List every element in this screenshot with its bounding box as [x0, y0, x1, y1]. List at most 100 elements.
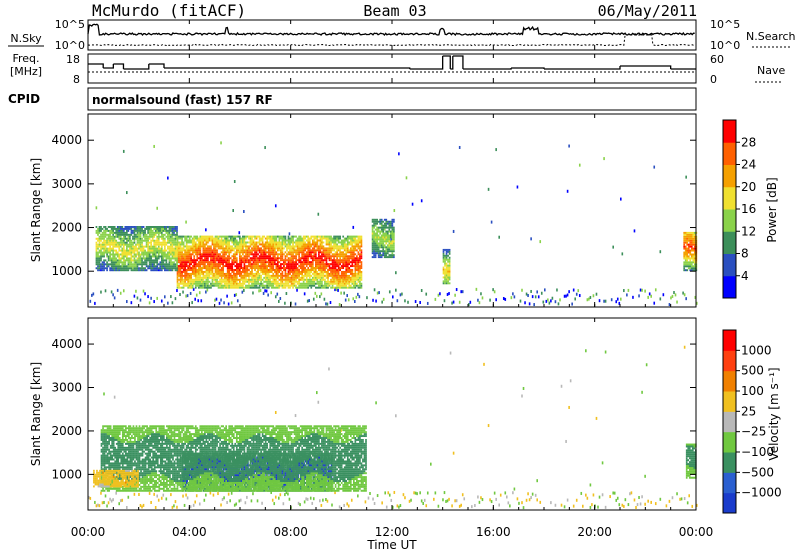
heat-cell: [188, 247, 191, 250]
heat-cell: [349, 241, 352, 244]
heat-cell: [304, 261, 307, 264]
heat-cell: [348, 257, 351, 260]
heat-cell: [142, 231, 145, 234]
heat-cell: [290, 274, 293, 277]
heat-cell: [238, 253, 241, 256]
scatter-cell: [686, 501, 689, 505]
heat-cell: [257, 282, 259, 285]
heat-cell: [214, 261, 217, 264]
heat-cell: [200, 245, 203, 248]
heat-cell: [121, 243, 124, 246]
heat-cell: [275, 286, 278, 289]
heat-cell: [316, 235, 319, 238]
heat-cell: [159, 235, 162, 238]
heat-cell: [147, 237, 149, 240]
heat-cell: [343, 241, 346, 244]
heat-cell: [357, 278, 360, 281]
heat-cell: [205, 270, 208, 273]
heat-cell: [200, 237, 203, 240]
heat-cell: [213, 237, 215, 240]
heat-cell: [445, 256, 448, 259]
heat-cell: [121, 231, 124, 234]
heat-cell: [281, 259, 284, 262]
heat-cell: [357, 272, 360, 275]
heat-cell: [173, 267, 175, 270]
heat-cell: [162, 233, 165, 236]
heat-cell: [145, 227, 148, 230]
heat-cell: [334, 270, 337, 273]
heat-cell: [313, 257, 316, 260]
heat-cell: [199, 267, 202, 270]
heat-cell: [391, 228, 394, 231]
heat-cell: [356, 255, 358, 258]
scatter-cell: [627, 288, 630, 292]
heat-cell: [157, 267, 160, 270]
heat-cell: [266, 261, 269, 264]
heat-cell: [263, 269, 266, 271]
heat-cell: [238, 257, 241, 260]
scatter-cell: [604, 505, 607, 509]
heat-cell: [170, 229, 172, 232]
heat-cell: [225, 251, 228, 254]
heat-cell: [270, 267, 273, 270]
heat-cell: [207, 278, 209, 281]
heat-cell: [336, 265, 338, 268]
heat-cell: [692, 239, 695, 242]
heat-cell: [260, 259, 262, 262]
heat-cell: [97, 251, 99, 254]
heat-cell: [690, 249, 693, 252]
heat-cell: [340, 282, 343, 285]
heat-cell: [299, 235, 302, 238]
heat-cell: [207, 249, 209, 252]
heat-cell: [98, 255, 101, 258]
heat-cell: [292, 270, 294, 273]
heat-cell: [147, 226, 149, 228]
heat-cell: [308, 274, 311, 277]
heat-cell: [345, 272, 348, 275]
heat-cell: [314, 243, 317, 246]
heat-cell: [168, 229, 171, 232]
heat-cell: [113, 267, 116, 270]
heat-cell: [228, 245, 231, 248]
heat-cell: [255, 255, 258, 258]
scatter-cell: [392, 505, 394, 509]
heat-cell: [266, 267, 269, 270]
heat-cell: [238, 249, 241, 252]
heat-cell: [187, 269, 190, 271]
colorbar-tick-label: 16: [741, 202, 756, 216]
heat-cell: [289, 269, 291, 271]
heat-cell: [170, 247, 172, 250]
heat-cell: [316, 267, 319, 270]
heat-cell: [263, 265, 266, 268]
scatter-cell: [153, 144, 155, 148]
heat-cell: [360, 239, 363, 242]
heat-cell: [182, 241, 185, 244]
heat-cell: [318, 253, 320, 256]
heat-cell: [334, 274, 337, 277]
heat-cell: [263, 253, 266, 256]
heat-cell: [174, 255, 177, 258]
heat-cell: [299, 286, 302, 289]
heat-cell: [168, 245, 171, 248]
heat-cell: [162, 263, 165, 266]
heat-cell: [281, 276, 284, 279]
heat-cell: [316, 257, 319, 260]
heat-cell: [289, 263, 291, 266]
heat-cell: [115, 243, 118, 246]
heat-cell: [240, 239, 243, 242]
heat-cell: [235, 265, 238, 268]
heat-cell: [176, 265, 178, 268]
heat-cell: [127, 265, 130, 268]
heat-cell: [213, 255, 215, 258]
heat-cell: [319, 245, 322, 248]
heat-cell: [373, 230, 375, 233]
heat-cell: [386, 236, 389, 239]
heat-cell: [308, 284, 311, 287]
heat-cell: [692, 241, 695, 244]
heat-cell: [289, 237, 291, 240]
scatter-cell: [381, 501, 383, 505]
heat-cell: [156, 227, 159, 230]
heat-cell: [187, 272, 190, 275]
heat-cell: [325, 274, 328, 277]
heat-cell: [101, 245, 104, 248]
